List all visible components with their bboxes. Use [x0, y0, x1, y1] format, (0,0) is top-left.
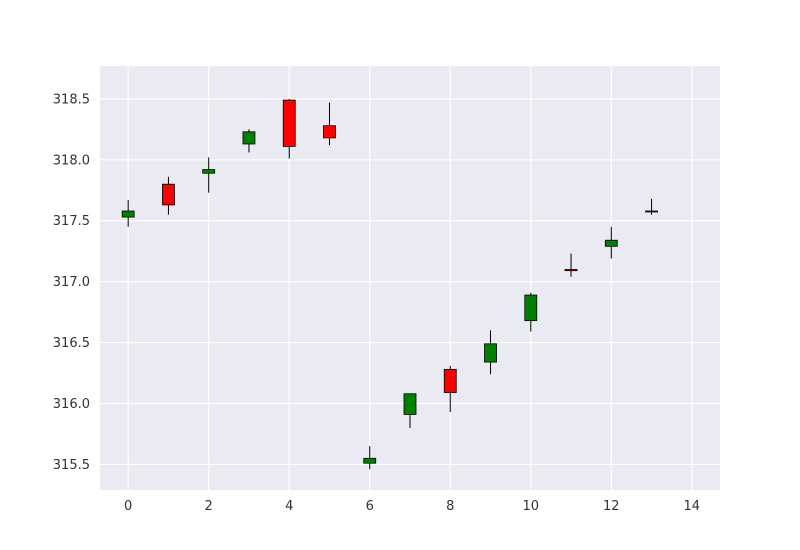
candle [524, 292, 538, 332]
candle [282, 98, 296, 159]
candle [202, 157, 216, 193]
candle-body-up [403, 393, 417, 415]
x-tick-label: 6 [366, 499, 374, 514]
candle-body-down [162, 183, 175, 206]
x-tick-label: 14 [684, 499, 701, 514]
y-tick-label: 316.0 [53, 397, 90, 412]
x-tick-label: 0 [124, 499, 132, 514]
candle [403, 393, 417, 428]
x-tick-label: 4 [285, 499, 293, 514]
candle-body-up [363, 457, 377, 464]
y-tick-label: 318.5 [53, 92, 90, 107]
candle-body-up [645, 210, 658, 213]
y-tick-label: 317.0 [53, 275, 90, 290]
candle [121, 200, 135, 227]
candle-body-down [282, 99, 296, 147]
candle [564, 253, 578, 277]
candle-body-up [524, 294, 538, 322]
y-tick-label: 316.5 [53, 336, 90, 351]
candle-body-up [604, 239, 618, 247]
y-tick-label: 318.0 [53, 153, 90, 168]
x-tick-label: 2 [205, 499, 213, 514]
candle [323, 102, 336, 146]
x-tick-label: 8 [446, 499, 454, 514]
candles [121, 98, 658, 470]
candle-body-up [484, 343, 497, 363]
x-axis-ticks: 0 2 4 6 8 10 12 14 [124, 499, 700, 514]
candle-body-down [323, 125, 336, 139]
candle [242, 129, 256, 153]
y-tick-label: 315.5 [53, 458, 90, 473]
x-tick-label: 10 [523, 499, 540, 514]
candle [604, 226, 618, 259]
candle-body-up [202, 169, 216, 174]
candle [363, 446, 377, 470]
candle-body-down [443, 368, 457, 393]
y-tick-label: 317.5 [53, 214, 90, 229]
candle [162, 176, 175, 215]
candle [443, 365, 457, 413]
candle-body-up [121, 210, 135, 218]
y-axis-ticks: 315.5 316.0 316.5 317.0 317.5 318.0 318.5 [53, 92, 90, 473]
x-tick-label: 12 [603, 499, 620, 514]
candle-body-down [564, 269, 578, 272]
candle [645, 198, 658, 215]
candle [484, 330, 497, 375]
candle-body-up [242, 131, 256, 145]
